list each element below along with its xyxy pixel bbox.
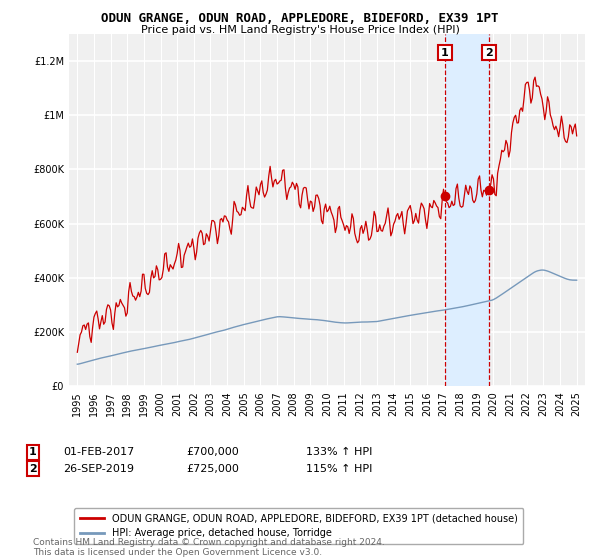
Text: £725,000: £725,000 <box>186 464 239 474</box>
Legend: ODUN GRANGE, ODUN ROAD, APPLEDORE, BIDEFORD, EX39 1PT (detached house), HPI: Ave: ODUN GRANGE, ODUN ROAD, APPLEDORE, BIDEF… <box>74 508 523 544</box>
Text: ODUN GRANGE, ODUN ROAD, APPLEDORE, BIDEFORD, EX39 1PT: ODUN GRANGE, ODUN ROAD, APPLEDORE, BIDEF… <box>101 12 499 25</box>
Text: £700,000: £700,000 <box>186 447 239 458</box>
Text: 133% ↑ HPI: 133% ↑ HPI <box>306 447 373 458</box>
Text: 2: 2 <box>29 464 37 474</box>
Text: 2: 2 <box>485 48 493 58</box>
Bar <box>445 34 489 386</box>
Text: Contains HM Land Registry data © Crown copyright and database right 2024.
This d: Contains HM Land Registry data © Crown c… <box>33 538 385 557</box>
Text: Price paid vs. HM Land Registry's House Price Index (HPI): Price paid vs. HM Land Registry's House … <box>140 25 460 35</box>
Text: 26-SEP-2019: 26-SEP-2019 <box>63 464 134 474</box>
Text: 115% ↑ HPI: 115% ↑ HPI <box>306 464 373 474</box>
Text: 01-FEB-2017: 01-FEB-2017 <box>63 447 134 458</box>
Text: 1: 1 <box>29 447 37 458</box>
Text: 1: 1 <box>441 48 449 58</box>
